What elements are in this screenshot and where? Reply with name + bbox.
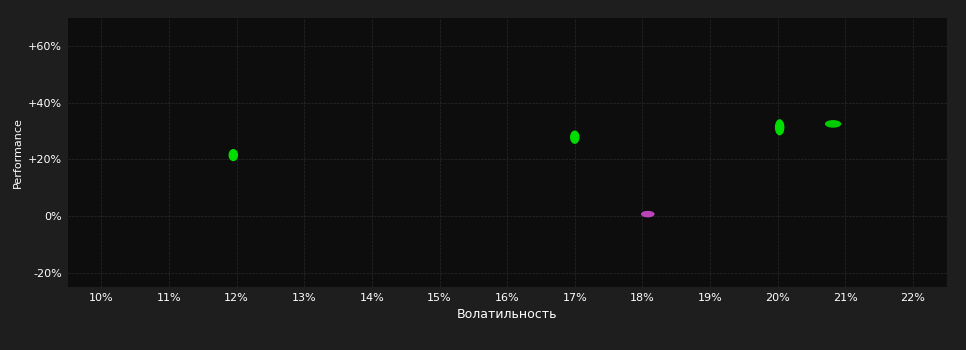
Ellipse shape: [229, 150, 238, 161]
Ellipse shape: [641, 211, 654, 217]
X-axis label: Волатильность: Волатильность: [457, 308, 557, 321]
Y-axis label: Performance: Performance: [13, 117, 22, 188]
Ellipse shape: [571, 131, 579, 143]
Ellipse shape: [776, 120, 783, 135]
Ellipse shape: [826, 121, 840, 127]
